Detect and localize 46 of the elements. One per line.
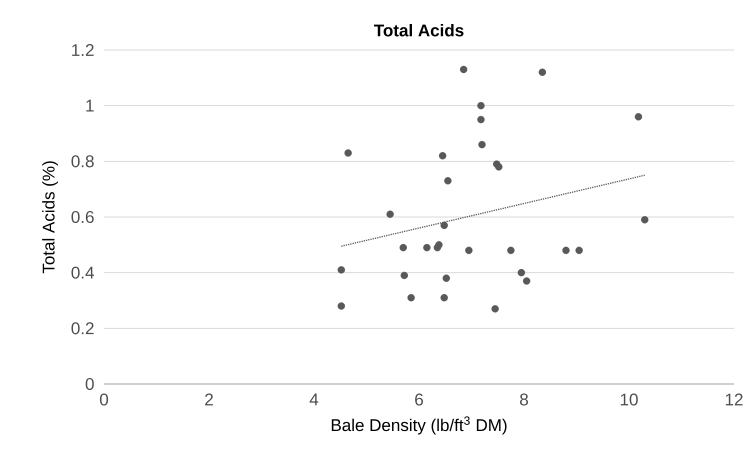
point (522, 277, 530, 285)
point (575, 246, 583, 254)
point (518, 268, 526, 276)
point (442, 274, 450, 282)
x-tick-label: 12 (726, 394, 743, 406)
point (562, 246, 570, 254)
y-tick-label: 0 (86, 378, 94, 390)
chart-title: Total Acids (374, 24, 464, 36)
x-tick-label: 8 (520, 394, 528, 406)
y-tick-label: 0.6 (72, 210, 94, 224)
point (491, 305, 499, 313)
y-tick-label: 0.4 (72, 266, 94, 279)
point (386, 210, 394, 218)
point (438, 152, 446, 160)
point (440, 222, 448, 230)
point (338, 302, 346, 310)
point (400, 272, 408, 280)
point (495, 163, 503, 171)
x-tick-label: 2 (205, 394, 213, 406)
point (477, 102, 485, 110)
point (634, 113, 642, 120)
point (478, 140, 486, 148)
point (507, 246, 515, 254)
x-tick-label: 0 (100, 394, 108, 406)
point (465, 246, 473, 254)
y-axis-title: Total Acids (%) (42, 161, 58, 274)
x-tick-label: 10 (620, 394, 638, 406)
point (641, 216, 648, 224)
y-tick-label: 0.2 (72, 322, 94, 334)
y-tick-label: 1 (86, 100, 94, 112)
point (435, 241, 443, 249)
y-tick-label: 1.2 (72, 44, 94, 56)
x-axis-title: Bale Density (lb/ft$^{3}$ DM) (332, 416, 507, 435)
point (477, 116, 485, 124)
point (400, 244, 407, 252)
y-tick-label: 0.8 (72, 155, 94, 168)
point (423, 244, 431, 252)
point (407, 294, 415, 302)
point (440, 294, 448, 302)
x-tick-label: 4 (310, 394, 318, 406)
point (344, 149, 352, 157)
point (538, 68, 546, 76)
x-tick-label: 6 (415, 394, 423, 406)
point (338, 266, 346, 274)
point (460, 66, 468, 74)
point (444, 177, 452, 185)
